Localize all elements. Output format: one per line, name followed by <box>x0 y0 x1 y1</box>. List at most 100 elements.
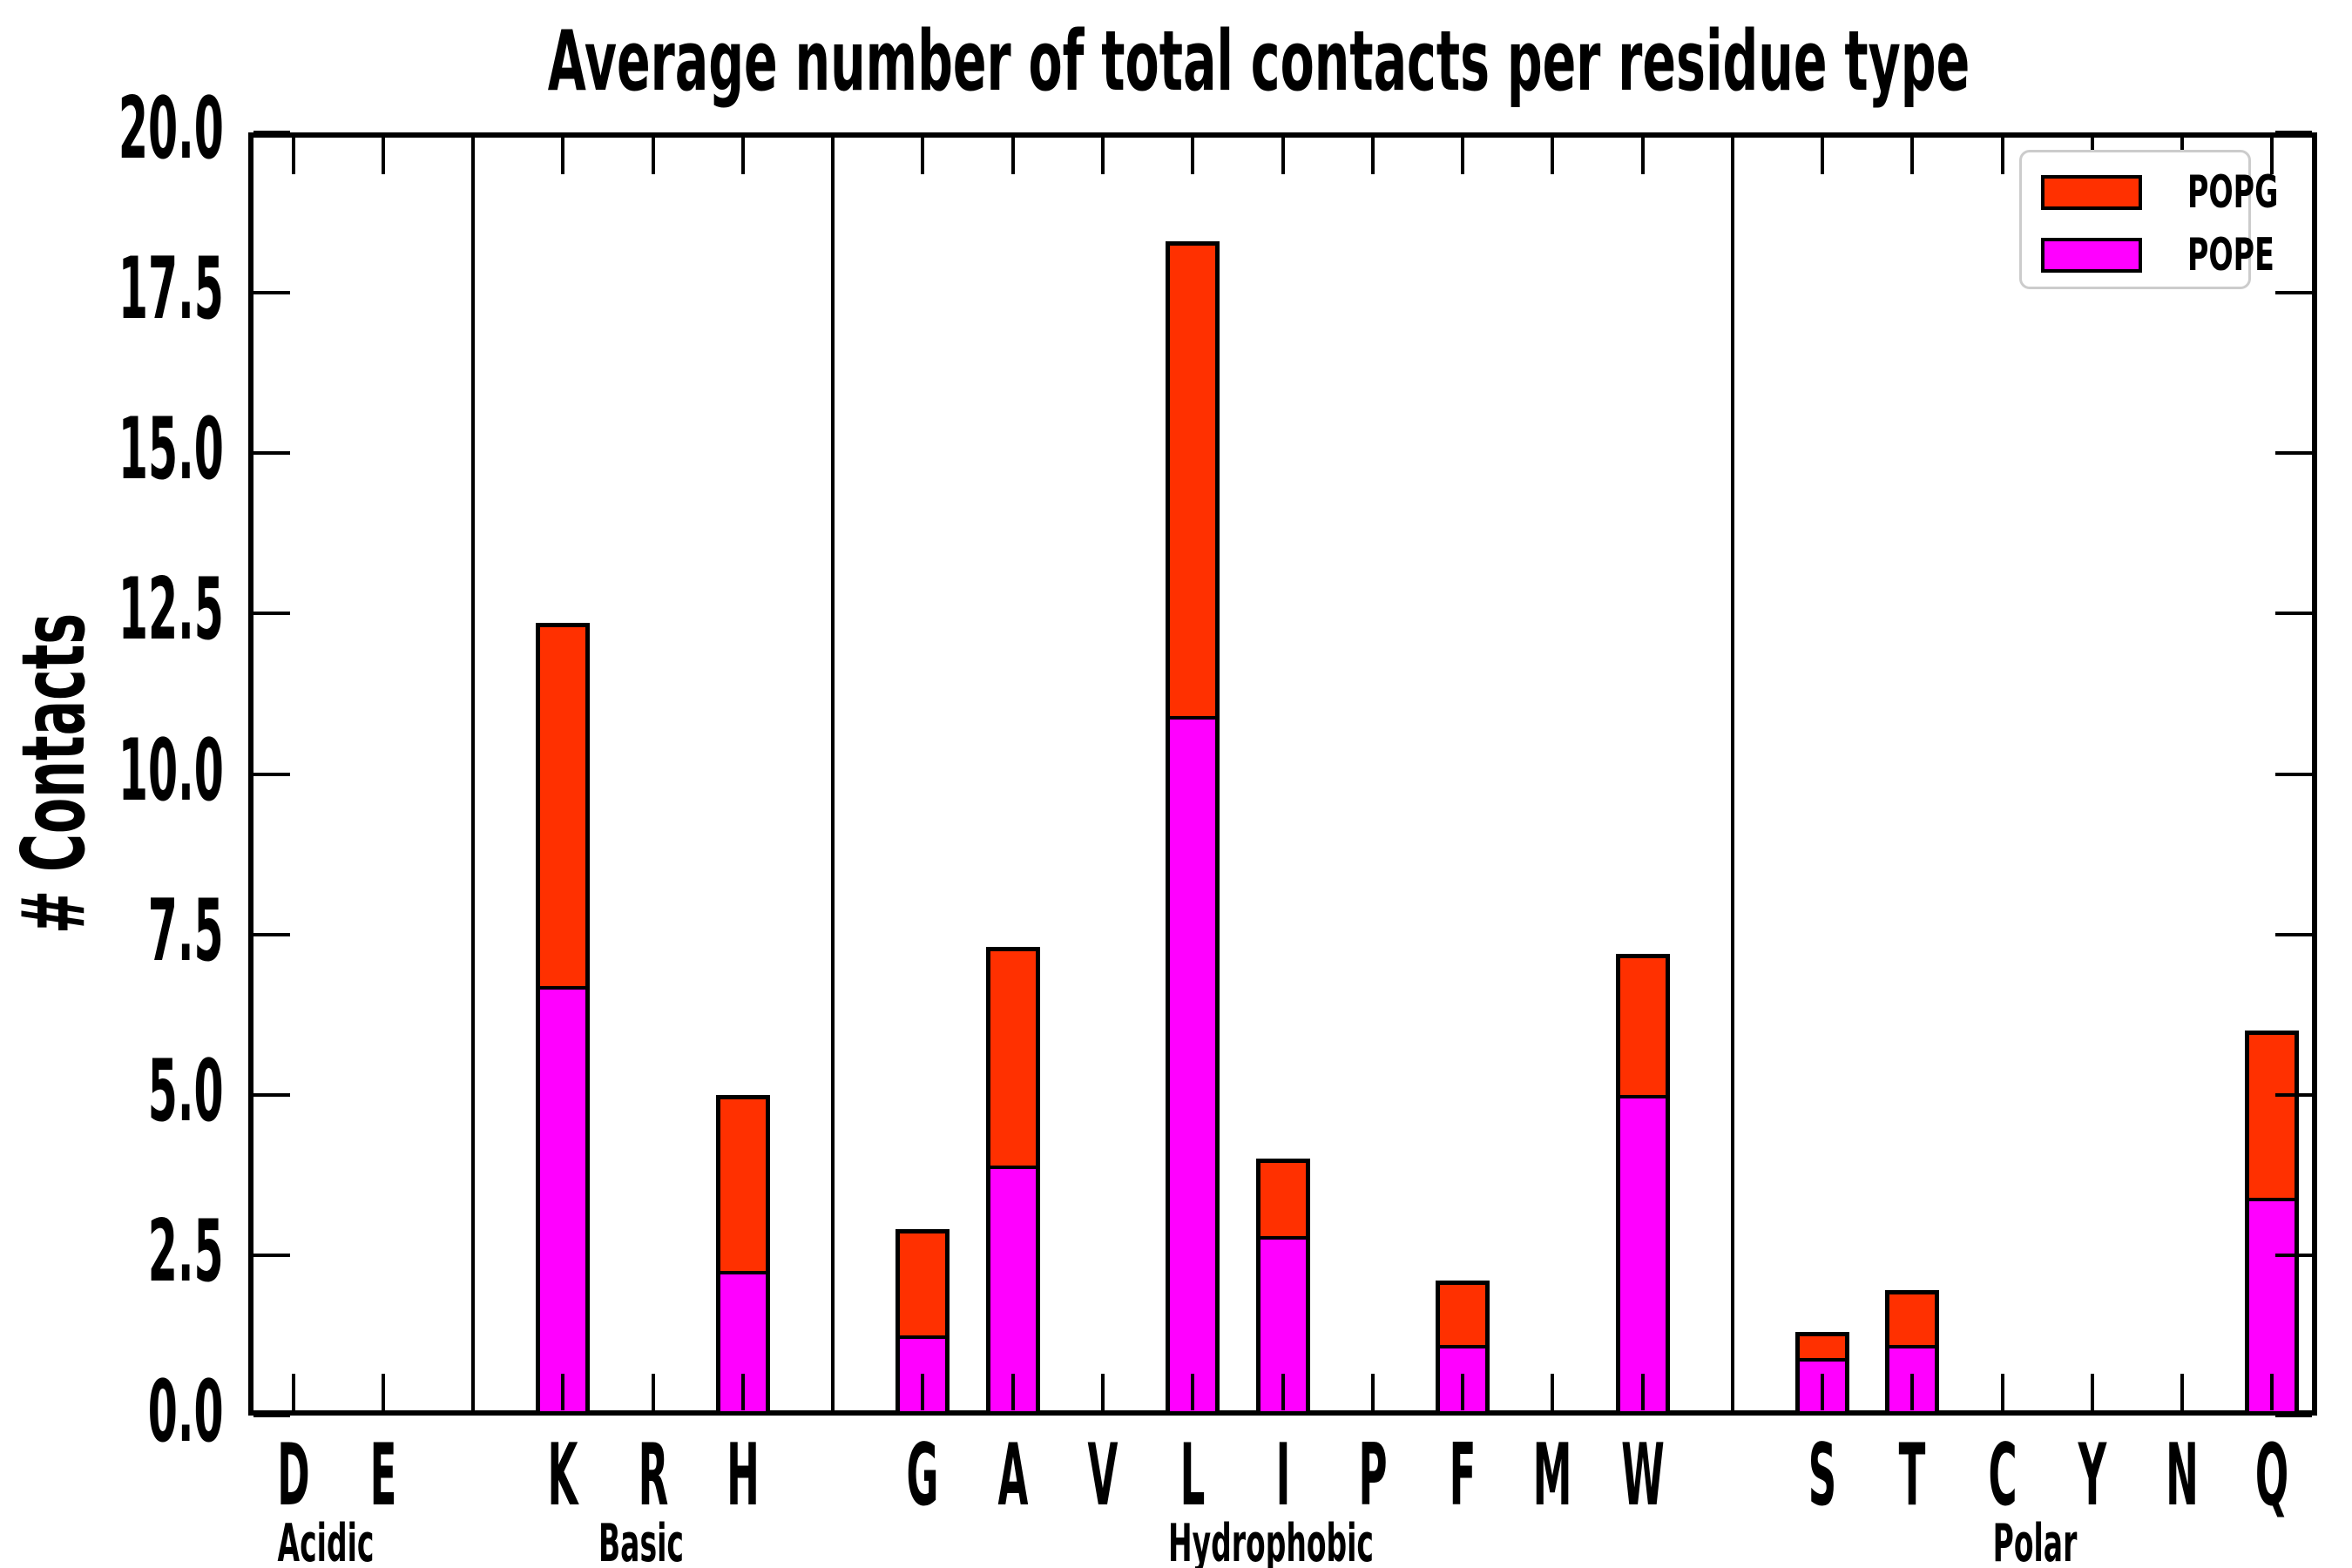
x-tick-top <box>1640 138 1645 174</box>
y-tick-right <box>2275 612 2312 616</box>
bar-A-pope-segment <box>990 1165 1036 1411</box>
x-tick-bottom <box>1551 1374 1555 1410</box>
group-separator <box>1730 138 1734 1410</box>
x-tick-top <box>1010 138 1015 174</box>
bar-H-popg-segment <box>715 1094 770 1416</box>
y-tick-label: 2.5 <box>148 1201 224 1301</box>
x-tick-bottom <box>1910 1374 1915 1410</box>
bar-Q-popg-segment <box>2245 1031 2300 1416</box>
x-tick-bottom <box>1821 1374 1825 1410</box>
x-tick-bottom <box>1281 1374 1285 1410</box>
y-tick-left <box>253 1414 290 1417</box>
group-label-basic: Basic <box>598 1513 684 1568</box>
y-tick-right <box>2275 131 2312 134</box>
x-tick-top <box>1821 138 1825 174</box>
bar-G-popg-segment <box>896 1229 950 1416</box>
y-tick-left <box>253 772 290 776</box>
x-tick-bottom <box>2000 1374 2004 1410</box>
bar-W-pope-segment <box>1619 1094 1666 1411</box>
x-tick-bottom <box>561 1374 565 1410</box>
x-tick-bottom <box>2180 1374 2185 1410</box>
x-tick-label-L: L <box>1179 1426 1206 1525</box>
chart-title: Average number of total contacts per res… <box>547 14 1970 110</box>
x-tick-label-G: G <box>906 1426 939 1525</box>
x-tick-top <box>1370 138 1375 174</box>
legend-label-popg: POPG <box>2187 166 2279 219</box>
x-tick-bottom <box>381 1374 385 1410</box>
legend-swatch-popg <box>2041 175 2142 210</box>
bar-L-popg-segment <box>1166 241 1220 1416</box>
group-separator <box>831 138 835 1410</box>
y-tick-left <box>253 932 290 936</box>
y-tick-label: 12.5 <box>118 560 224 660</box>
x-tick-top <box>291 138 295 174</box>
y-tick-right <box>2275 291 2312 295</box>
x-tick-bottom <box>1640 1374 1645 1410</box>
y-tick-label: 20.0 <box>118 79 224 179</box>
x-tick-bottom <box>2270 1374 2274 1410</box>
x-tick-bottom <box>2090 1374 2094 1410</box>
y-tick-label: 15.0 <box>118 400 224 500</box>
x-tick-top <box>2270 138 2274 174</box>
x-tick-label-M: M <box>1532 1426 1572 1525</box>
x-tick-bottom <box>291 1374 295 1410</box>
y-tick-right <box>2275 772 2312 776</box>
y-tick-right <box>2275 451 2312 456</box>
x-tick-top <box>561 138 565 174</box>
y-tick-left <box>253 612 290 616</box>
x-tick-top <box>1191 138 1195 174</box>
x-tick-label-N: N <box>2166 1426 2199 1525</box>
x-tick-label-W: W <box>1620 1426 1665 1525</box>
y-tick-label: 10.0 <box>118 720 224 821</box>
x-tick-label-Y: Y <box>2078 1426 2107 1525</box>
x-tick-label-H: H <box>727 1426 760 1525</box>
x-tick-label-E: E <box>369 1426 397 1525</box>
bar-K-popg-segment <box>536 623 591 1416</box>
x-tick-label-F: F <box>1449 1426 1477 1525</box>
x-tick-top <box>1281 138 1285 174</box>
x-tick-bottom <box>651 1374 655 1410</box>
bar-A-popg-segment <box>985 947 1040 1416</box>
y-tick-left <box>253 291 290 295</box>
y-tick-right <box>2275 1092 2312 1097</box>
y-tick-label: 7.5 <box>148 881 224 981</box>
x-tick-top <box>1100 138 1105 174</box>
x-tick-top <box>831 138 835 174</box>
group-label-hydrophobic: Hydrophobic <box>1167 1513 1374 1568</box>
x-tick-top <box>2000 138 2004 174</box>
x-tick-top <box>381 138 385 174</box>
x-tick-bottom <box>1010 1374 1015 1410</box>
x-tick-top <box>921 138 925 174</box>
y-axis-label: # Contacts <box>3 612 105 935</box>
y-tick-left <box>253 131 290 134</box>
x-tick-label-S: S <box>1808 1426 1837 1525</box>
y-tick-label: 0.0 <box>148 1362 224 1463</box>
y-tick-right <box>2275 1253 2312 1257</box>
group-label-acidic: Acidic <box>277 1513 375 1568</box>
x-tick-top <box>740 138 745 174</box>
y-tick-label: 5.0 <box>148 1041 224 1141</box>
x-tick-label-V: V <box>1087 1426 1119 1525</box>
x-tick-top <box>471 138 476 174</box>
legend-label-pope: POPE <box>2187 229 2274 281</box>
bar-K-pope-segment <box>540 985 586 1411</box>
x-tick-top <box>651 138 655 174</box>
x-tick-bottom <box>1461 1374 1465 1410</box>
y-tick-right <box>2275 1414 2312 1417</box>
x-tick-bottom <box>1191 1374 1195 1410</box>
x-tick-bottom <box>740 1374 745 1410</box>
y-tick-left <box>253 451 290 456</box>
y-tick-left <box>253 1253 290 1257</box>
legend: POPG POPE <box>2019 150 2278 289</box>
legend-swatch-pope <box>2041 238 2142 273</box>
group-separator <box>471 138 476 1410</box>
bar-L-pope-segment <box>1170 716 1216 1411</box>
x-tick-bottom <box>1100 1374 1105 1410</box>
x-tick-top <box>1461 138 1465 174</box>
x-tick-label-I: I <box>1275 1426 1290 1525</box>
group-label-polar: Polar <box>1992 1513 2078 1568</box>
x-tick-label-K: K <box>547 1426 578 1525</box>
x-tick-label-T: T <box>1898 1426 1926 1525</box>
bar-W-popg-segment <box>1615 953 1670 1416</box>
x-tick-label-Q: Q <box>2255 1426 2289 1525</box>
